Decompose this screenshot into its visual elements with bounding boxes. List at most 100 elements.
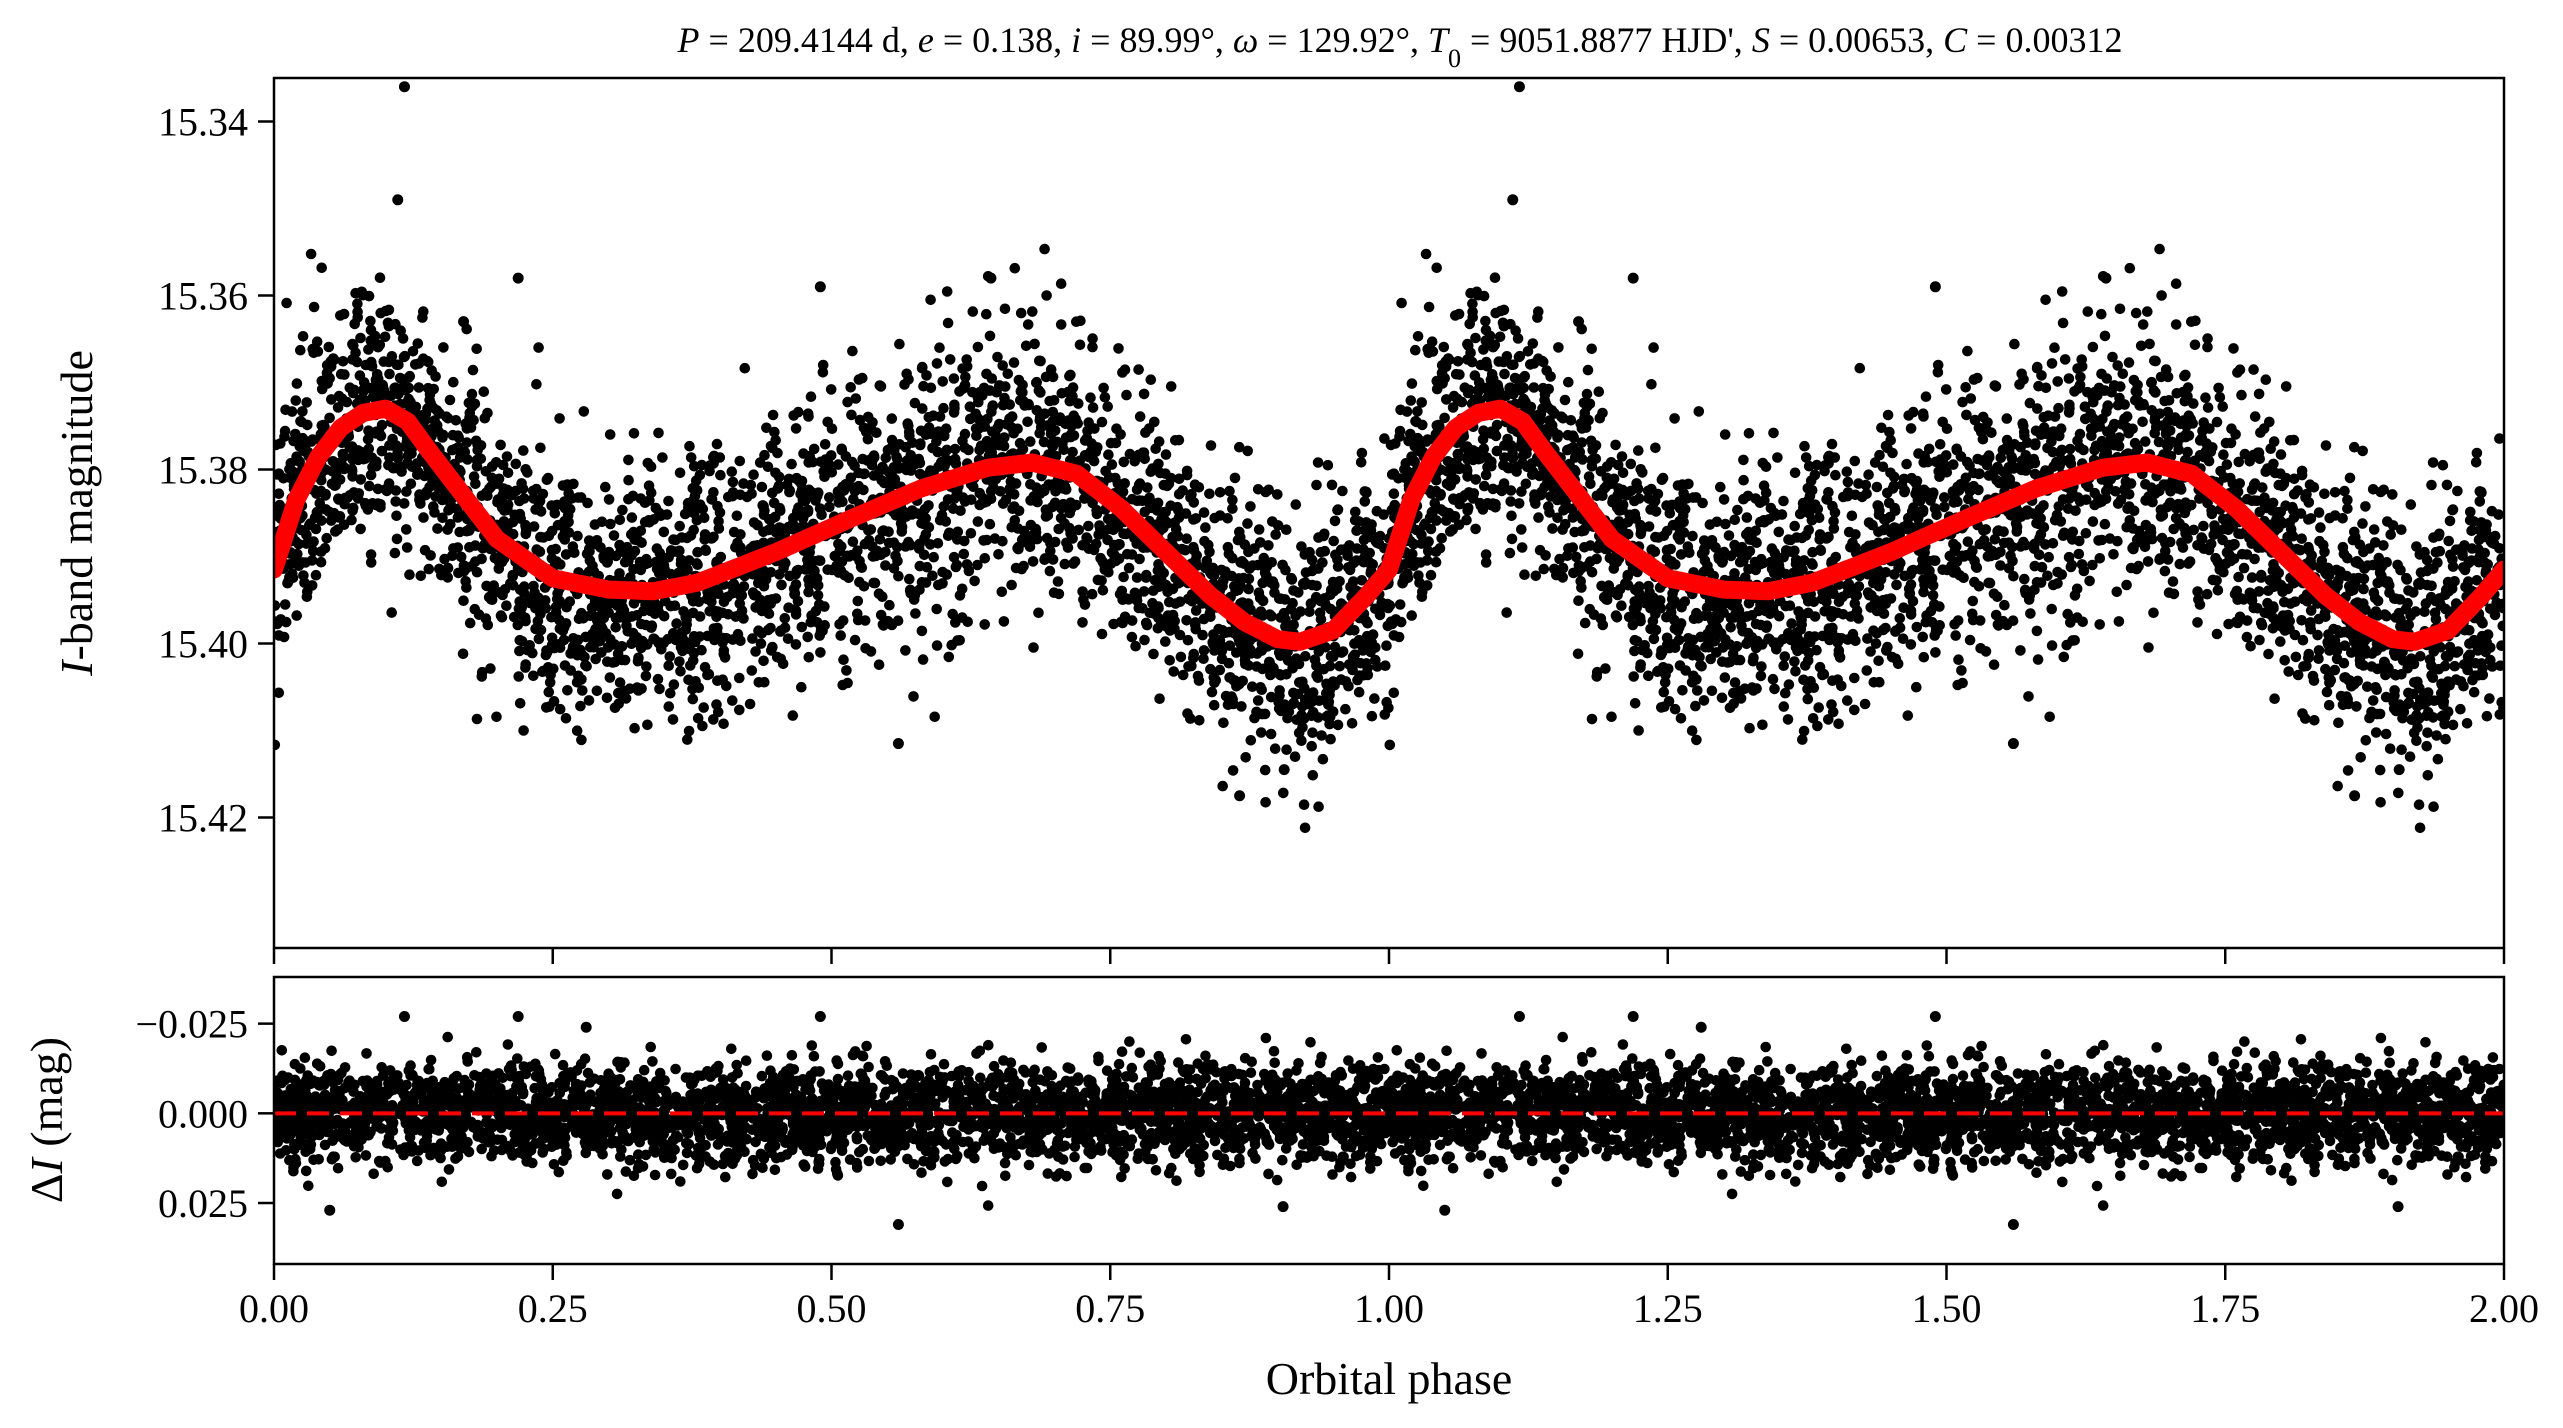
photometry-point: [2236, 389, 2247, 401]
photometry-point: [1394, 425, 1406, 437]
photometry-point: [2438, 696, 2450, 708]
photometry-point: [2183, 558, 2194, 569]
photometry-point: [1760, 598, 1772, 609]
photometry-point: [683, 674, 694, 686]
photometry-point: [2056, 286, 2068, 297]
photometry-point: [1356, 575, 1368, 586]
photometry-point: [1340, 676, 1352, 687]
photometry-point: [648, 633, 659, 644]
photometry-point: [1824, 634, 1835, 646]
photometry-point: [1665, 601, 1677, 613]
photometry-point: [2435, 642, 2446, 653]
photometry-point: [1827, 675, 1838, 686]
photometry-point: [2016, 368, 2027, 380]
photometry-point: [544, 677, 556, 688]
photometry-point: [1293, 658, 1305, 670]
photometry-point: [1549, 563, 1560, 575]
photometry-point: [348, 384, 360, 396]
photometry-point: [2122, 503, 2133, 514]
photometry-point: [1785, 634, 1797, 646]
photometry-point: [2269, 693, 2280, 704]
photometry-point: [2275, 468, 2286, 480]
photometry-point: [1532, 312, 1543, 323]
photometry-point: [1406, 610, 1417, 621]
photometry-point: [297, 406, 308, 417]
photometry-point: [1097, 585, 1109, 596]
photometry-point: [972, 559, 983, 571]
photometry-point: [904, 573, 915, 585]
photometry-point: [2150, 387, 2161, 398]
photometry-point: [1337, 485, 1348, 497]
photometry-point: [411, 458, 423, 469]
photometry-point: [845, 382, 856, 393]
photometry-point: [1306, 554, 1318, 566]
photometry-point: [1939, 501, 1950, 513]
photometry-point: [2241, 631, 2253, 643]
photometry-point: [1270, 529, 1281, 540]
photometry-point: [1218, 717, 1229, 729]
photometry-point: [2139, 541, 2151, 553]
photometry-point: [1778, 495, 1789, 507]
photometry-point: [854, 576, 865, 588]
photometry-point: [1348, 576, 1359, 587]
photometry-point: [1244, 635, 1255, 647]
photometry-point: [1018, 396, 1030, 408]
photometry-point: [2137, 416, 2148, 428]
photometry-point: [2084, 575, 2095, 587]
photometry-point: [1242, 518, 1253, 529]
photometry-point: [379, 331, 391, 343]
photometry-point: [1699, 555, 1711, 566]
photometry-point: [623, 454, 634, 466]
photometry-point: [875, 609, 887, 621]
photometry-point: [1289, 751, 1301, 762]
photometry-point: [1516, 524, 1527, 535]
photometry-point: [1513, 351, 1525, 363]
photometry-point: [2064, 443, 2076, 455]
photometry-point: [847, 345, 858, 357]
photometry-point: [1799, 440, 1810, 452]
photometry-point: [993, 549, 1004, 560]
photometry-point: [2462, 651, 2474, 663]
photometry-point: [2086, 430, 2097, 442]
photometry-point: [550, 601, 562, 613]
photometry-point: [1172, 530, 1184, 542]
photometry-point: [2059, 354, 2071, 365]
photometry-point: [311, 336, 323, 348]
photometry-point: [1516, 486, 1527, 497]
photometry-point: [1719, 429, 1731, 440]
photometry-point: [617, 504, 628, 516]
photometry-point: [2192, 617, 2203, 628]
photometry-point: [2040, 294, 2051, 306]
photometry-point: [2055, 516, 2067, 527]
photometry-point: [1297, 722, 1308, 733]
photometry-point: [812, 590, 824, 601]
photometry-point: [1990, 381, 2002, 392]
photometry-point: [687, 693, 699, 705]
photometry-point: [2094, 421, 2106, 432]
photometry-point: [1173, 473, 1185, 485]
photometry-point: [1957, 396, 1968, 408]
photometry-point: [901, 368, 912, 380]
photometry-point: [1562, 444, 1573, 456]
photometry-point: [1802, 655, 1814, 666]
photometry-point: [2079, 401, 2091, 413]
photometry-point: [1423, 347, 1434, 359]
photometry-point: [987, 426, 998, 438]
photometry-point: [1065, 429, 1077, 441]
photometry-point: [1710, 542, 1721, 553]
photometry-point: [2021, 505, 2033, 516]
photometry-point: [2467, 674, 2478, 686]
photometry-point: [1699, 543, 1710, 554]
photometry-point: [698, 702, 709, 713]
photometry-point: [1677, 685, 1688, 696]
photometry-point: [2052, 376, 2063, 387]
photometry-point: [1022, 319, 1034, 330]
photometry-point: [1794, 508, 1806, 520]
photometry-point: [2323, 672, 2335, 683]
photometry-point: [2419, 606, 2430, 617]
photometry-point: [1765, 502, 1777, 514]
photometry-point: [321, 532, 333, 544]
photometry-point: [2433, 663, 2444, 675]
photometry-point: [641, 661, 652, 672]
